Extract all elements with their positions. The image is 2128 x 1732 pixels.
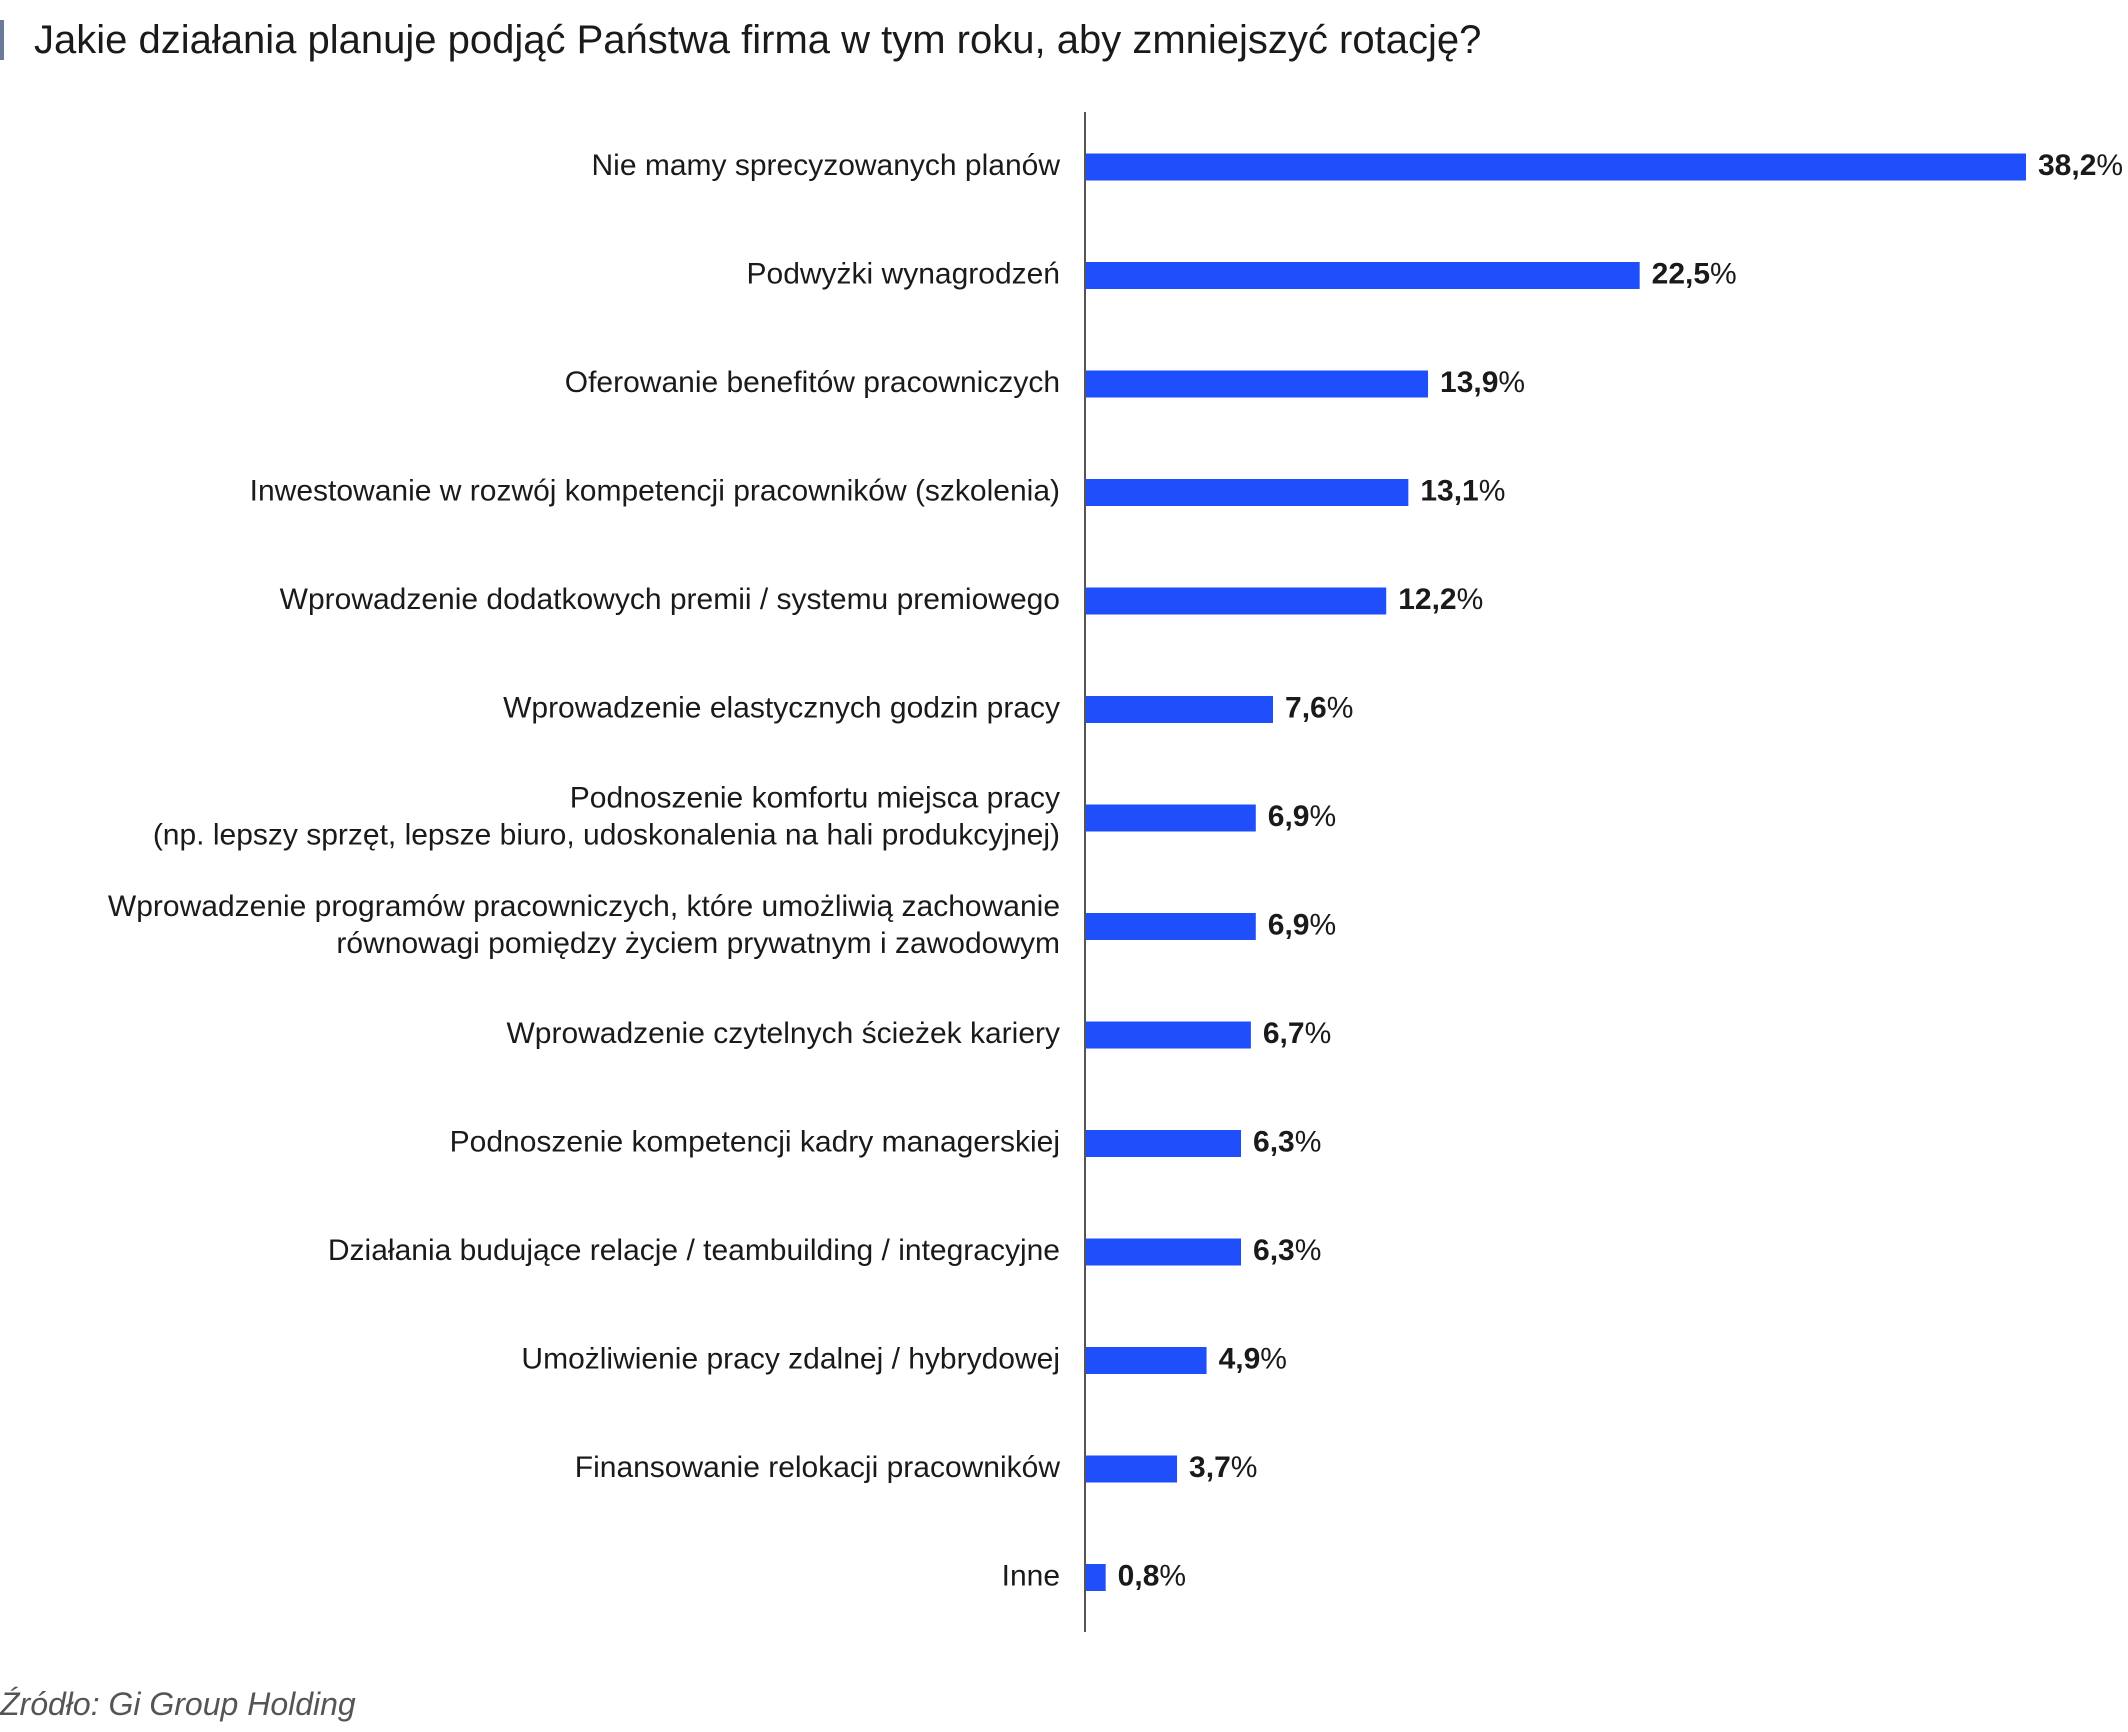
data-label: 13,9% bbox=[1440, 366, 1525, 399]
data-label: 0,8% bbox=[1118, 1559, 1186, 1592]
data-label: 6,3% bbox=[1253, 1125, 1321, 1158]
data-label: 7,6% bbox=[1285, 691, 1353, 724]
category-label: Podnoszenie kompetencji kadry managerski… bbox=[450, 1125, 1060, 1158]
source-note: Źródło: Gi Group Holding bbox=[0, 1686, 356, 1722]
data-label: 22,5% bbox=[1652, 257, 1737, 290]
data-label: 6,7% bbox=[1263, 1017, 1331, 1050]
data-label: 12,2% bbox=[1398, 583, 1483, 616]
chart-title: Jakie działania planuje podjąć Państwa f… bbox=[34, 17, 1482, 62]
data-label: 6,9% bbox=[1268, 908, 1336, 941]
bar bbox=[1086, 696, 1274, 723]
category-label: Wprowadzenie dodatkowych premii / system… bbox=[280, 583, 1060, 616]
chart-title-wrap: Jakie działania planuje podjąć Państwa f… bbox=[0, 14, 1481, 66]
data-label: 38,2% bbox=[2038, 149, 2123, 182]
bar bbox=[1086, 1130, 1242, 1157]
category-label: Podwyżki wynagrodzeń bbox=[747, 257, 1061, 290]
bar bbox=[1086, 479, 1409, 506]
data-label: 4,9% bbox=[1219, 1342, 1287, 1375]
bar-chart: 38,2% Nie mamy sprecyzowanych planów 22,5%… bbox=[108, 112, 2123, 1632]
data-label: 13,1% bbox=[1420, 474, 1505, 507]
bar bbox=[1086, 804, 1256, 832]
category-label: Wprowadzenie czytelnych ścieżek kariery bbox=[506, 1017, 1060, 1050]
category-label: Podnoszenie komfortu miejsca pracy (np. l… bbox=[153, 781, 1060, 851]
bar bbox=[1086, 587, 1387, 615]
bar bbox=[1086, 1021, 1251, 1049]
category-label: Oferowanie benefitów pracowniczych bbox=[565, 366, 1060, 399]
data-label: 6,9% bbox=[1268, 800, 1336, 833]
data-label: 3,7% bbox=[1189, 1451, 1257, 1484]
category-label: Nie mamy sprecyzowanych planów bbox=[591, 149, 1060, 182]
title-accent-bar bbox=[0, 20, 4, 60]
bar bbox=[1086, 1347, 1207, 1374]
bar bbox=[1086, 1455, 1178, 1483]
bar bbox=[1086, 1564, 1106, 1591]
bar bbox=[1086, 913, 1256, 940]
data-label: 6,3% bbox=[1253, 1234, 1321, 1267]
category-label: Działania budujące relacje / teambuildin… bbox=[328, 1234, 1060, 1267]
category-label: Umożliwienie pracy zdalnej / hybrydowej bbox=[521, 1342, 1060, 1375]
category-label: Wprowadzenie programów pracowniczych, kt… bbox=[108, 890, 1060, 960]
category-label: Wprowadzenie elastycznych godzin pracy bbox=[503, 691, 1060, 724]
category-label: Finansowanie relokacji pracowników bbox=[575, 1451, 1061, 1484]
bar bbox=[1086, 153, 2026, 181]
category-label: Inwestowanie w rozwój kompetencji pracow… bbox=[250, 474, 1060, 507]
bar bbox=[1086, 370, 1429, 398]
bar bbox=[1086, 262, 1640, 289]
category-label: Inne bbox=[1002, 1559, 1060, 1592]
bar bbox=[1086, 1238, 1242, 1266]
